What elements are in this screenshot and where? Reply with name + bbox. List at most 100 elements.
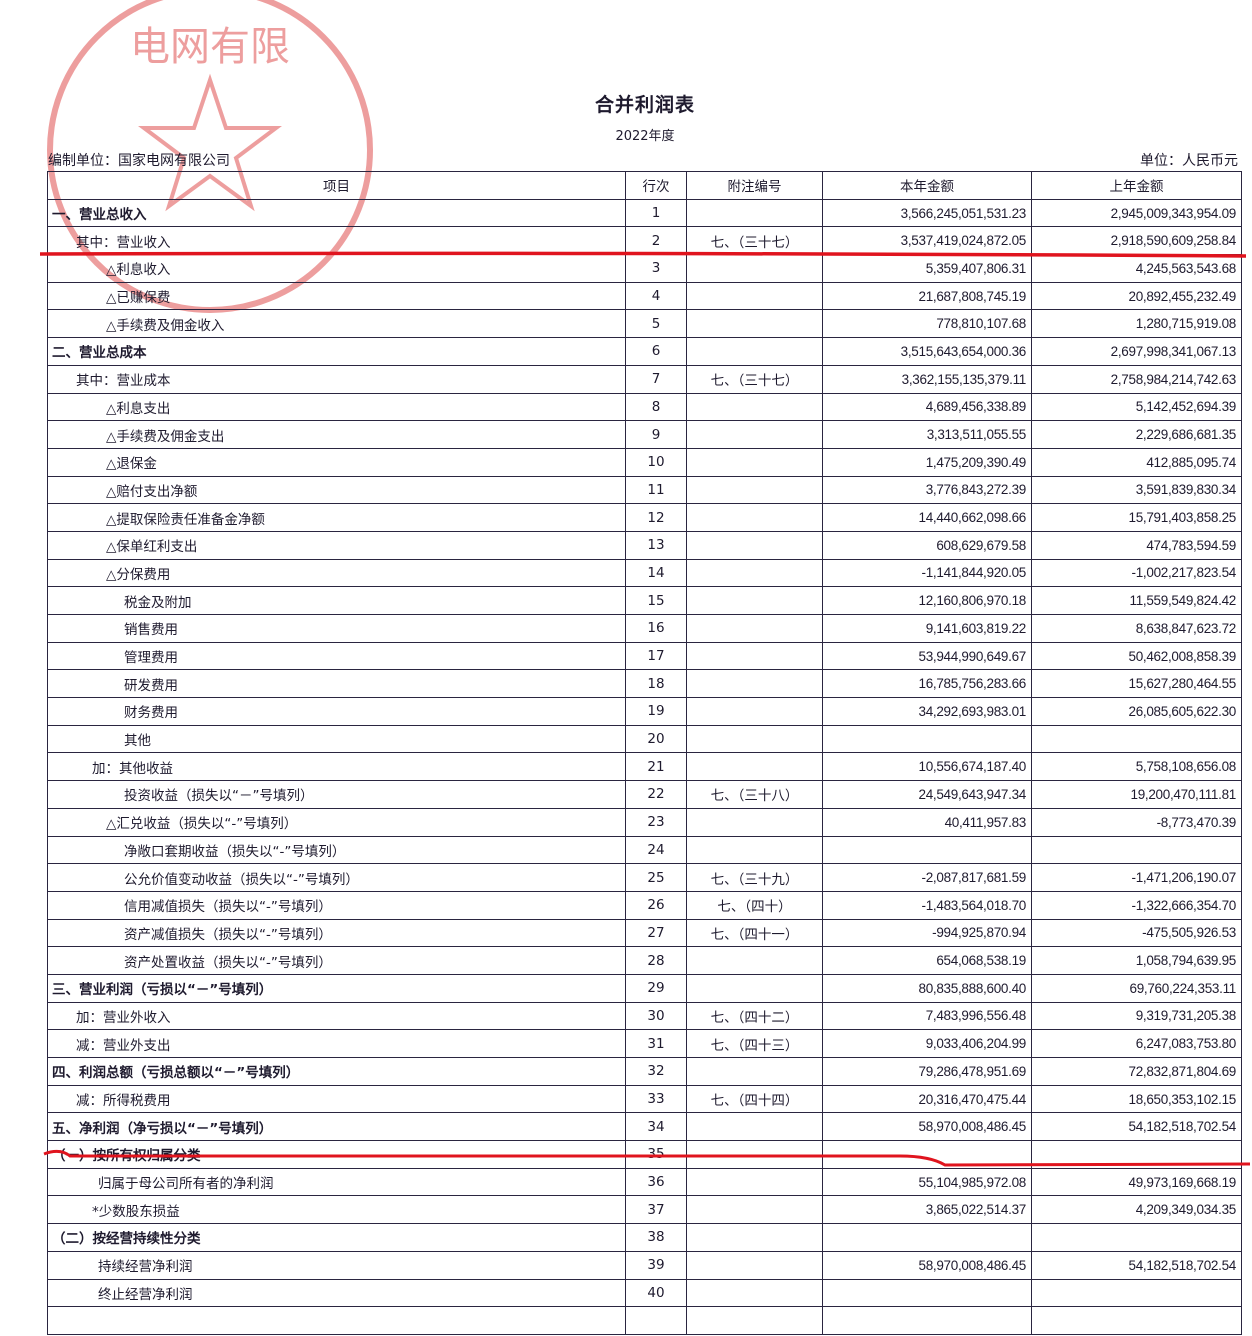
row-prior-amount: -1,002,217,823.54 xyxy=(1031,558,1242,588)
row-item-label: 二、营业总成本 xyxy=(47,337,626,366)
row-prior-amount: 9,319,731,205.38 xyxy=(1031,1001,1242,1031)
table-row: 三、营业利润（亏损以“－”号填列） 29 80,835,888,600.40 69,7… xyxy=(47,973,1242,1003)
header-prior-year: 上年金额 xyxy=(1031,171,1242,200)
row-note-ref: 七、（四十二） xyxy=(686,1001,823,1031)
row-prior-amount: 19,200,470,111.81 xyxy=(1031,780,1242,809)
row-note-ref xyxy=(686,1112,823,1142)
table-row: 其中：营业收入 2 七、（三十七） 3,537,419,024,872.05 2,918… xyxy=(47,226,1242,256)
row-current-amount: 10,556,674,187.40 xyxy=(822,752,1032,782)
row-note-ref xyxy=(686,1250,823,1280)
row-current-amount xyxy=(822,1140,1032,1169)
row-note-ref xyxy=(686,198,823,228)
row-current-amount: 14,440,662,098.66 xyxy=(822,503,1032,532)
table-row: △已赚保费 4 21,687,808,745.19 20,892,455,232.49 xyxy=(47,281,1242,311)
row-line-number: 11 xyxy=(625,475,687,505)
row-item-label: 其中：营业收入 xyxy=(47,226,626,256)
header-line-no: 行次 xyxy=(625,171,687,200)
table-row: （一）按所有权归属分类 35 xyxy=(47,1140,1242,1169)
row-line-number: 37 xyxy=(625,1195,687,1225)
row-current-amount: 3,362,155,135,379.11 xyxy=(822,364,1032,394)
table-row: 五、净利润（净亏损以“－”号填列） 34 58,970,008,486.45 54,1… xyxy=(47,1112,1242,1142)
row-note-ref xyxy=(686,309,823,339)
row-prior-amount: 2,758,984,214,742.63 xyxy=(1031,364,1242,394)
row-line-number: 9 xyxy=(625,420,687,449)
row-line-number: 13 xyxy=(625,530,687,560)
row-note-ref xyxy=(686,1195,823,1225)
row-line-number: 19 xyxy=(625,697,687,726)
row-line-number: 32 xyxy=(625,1057,687,1086)
row-note-ref xyxy=(686,807,823,837)
row-current-amount: 16,785,756,283.66 xyxy=(822,669,1032,699)
row-prior-amount: 2,229,686,681.35 xyxy=(1031,420,1242,449)
table-row: 公允价值变动收益（损失以“-”号填列） 25 七、（三十九） -2,087,817,6… xyxy=(47,863,1242,892)
table-row: △利息支出 8 4,689,456,338.89 5,142,452,694.39 xyxy=(47,392,1242,422)
row-note-ref xyxy=(686,281,823,311)
row-prior-amount: -475,505,926.53 xyxy=(1031,918,1242,948)
row-note-ref xyxy=(686,530,823,560)
row-note-ref xyxy=(686,254,823,283)
row-item-label: △保单红利支出 xyxy=(47,530,626,560)
table-row: △分保费用 14 -1,141,844,920.05 -1,002,217,823.5… xyxy=(47,558,1242,588)
table-row: △利息收入 3 5,359,407,806.31 4,245,563,543.68 xyxy=(47,254,1242,283)
row-prior-amount: 3,591,839,830.34 xyxy=(1031,475,1242,505)
preparer-label: 编制单位：国家电网有限公司 xyxy=(48,153,230,169)
table-row: 信用减值损失（损失以“-”号填列） 26 七、（四十） -1,483,564,018.… xyxy=(47,890,1242,920)
row-line-number: 7 xyxy=(625,364,687,394)
row-current-amount: 3,537,419,024,872.05 xyxy=(822,226,1032,256)
row-note-ref xyxy=(686,669,823,699)
row-current-amount: 3,776,843,272.39 xyxy=(822,475,1032,505)
row-prior-amount: 1,280,715,919.08 xyxy=(1031,309,1242,339)
row-item-label: 三、营业利润（亏损以“－”号填列） xyxy=(47,973,626,1003)
row-line-number: 39 xyxy=(625,1250,687,1280)
row-prior-amount: 4,209,349,034.35 xyxy=(1031,1195,1242,1225)
document-title: 合并利润表 xyxy=(594,94,695,116)
row-current-amount: 7,483,996,556.48 xyxy=(822,1001,1032,1031)
row-current-amount: 34,292,693,983.01 xyxy=(822,697,1032,726)
row-line-number: 31 xyxy=(625,1029,687,1058)
row-current-amount: 12,160,806,970.18 xyxy=(822,586,1032,615)
row-current-amount: 58,970,008,486.45 xyxy=(822,1112,1032,1142)
row-current-amount: 21,687,808,745.19 xyxy=(822,281,1032,311)
row-item-label: △汇兑收益（损失以“-”号填列） xyxy=(47,807,626,837)
row-item-label: 财务费用 xyxy=(47,697,626,726)
table-header-row: 项目 行次 附注编号 本年金额 上年金额 xyxy=(47,171,1242,200)
table-row: *少数股东损益 37 3,865,022,514.37 4,209,349,034.3… xyxy=(47,1195,1242,1225)
row-note-ref xyxy=(686,1167,823,1197)
row-note-ref xyxy=(686,447,823,477)
row-prior-amount: 412,885,095.74 xyxy=(1031,447,1242,477)
row-item-label: 减：所得税费用 xyxy=(47,1084,626,1114)
row-line-number: 17 xyxy=(625,641,687,671)
row-current-amount: 778,810,107.68 xyxy=(822,309,1032,339)
row-note-ref xyxy=(686,1140,823,1169)
row-item-label: △退保金 xyxy=(47,447,626,477)
row-line-number: 33 xyxy=(625,1084,687,1114)
row-current-amount: 608,629,679.58 xyxy=(822,530,1032,560)
row-note-ref: 七、（三十九） xyxy=(686,863,823,892)
row-note-ref xyxy=(686,392,823,422)
row-item-label: 四、利润总额（亏损总额以“－”号填列） xyxy=(47,1057,626,1086)
row-item-label: △利息支出 xyxy=(47,392,626,422)
row-item-label: 五、净利润（净亏损以“－”号填列） xyxy=(47,1112,626,1142)
row-current-amount: 654,068,538.19 xyxy=(822,946,1032,975)
row-prior-amount: 2,918,590,609,258.84 xyxy=(1031,226,1242,256)
table-row: 净敞口套期收益（损失以“-”号填列） 24 xyxy=(47,835,1242,865)
row-prior-amount: 20,892,455,232.49 xyxy=(1031,281,1242,311)
row-line-number: 8 xyxy=(625,392,687,422)
row-note-ref xyxy=(686,420,823,449)
row-note-ref: 七、（四十四） xyxy=(686,1084,823,1114)
row-prior-amount: 15,627,280,464.55 xyxy=(1031,669,1242,699)
row-note-ref: 七、（四十） xyxy=(686,890,823,920)
table-row: △提取保险责任准备金净额 12 14,440,662,098.66 15,791,40… xyxy=(47,503,1242,532)
row-current-amount xyxy=(822,1223,1032,1252)
row-line-number: 25 xyxy=(625,863,687,892)
row-current-amount: 53,944,990,649.67 xyxy=(822,641,1032,671)
row-note-ref xyxy=(686,973,823,1003)
table-row: △退保金 10 1,475,209,390.49 412,885,095.74 xyxy=(47,447,1242,477)
row-item-label: 终止经营净利润 xyxy=(47,1278,626,1308)
row-line-number: 21 xyxy=(625,752,687,782)
row-note-ref xyxy=(686,752,823,782)
row-prior-amount: -1,471,206,190.07 xyxy=(1031,863,1242,892)
row-line-number: 15 xyxy=(625,586,687,615)
row-current-amount: 1,475,209,390.49 xyxy=(822,447,1032,477)
row-line-number: 20 xyxy=(625,724,687,754)
